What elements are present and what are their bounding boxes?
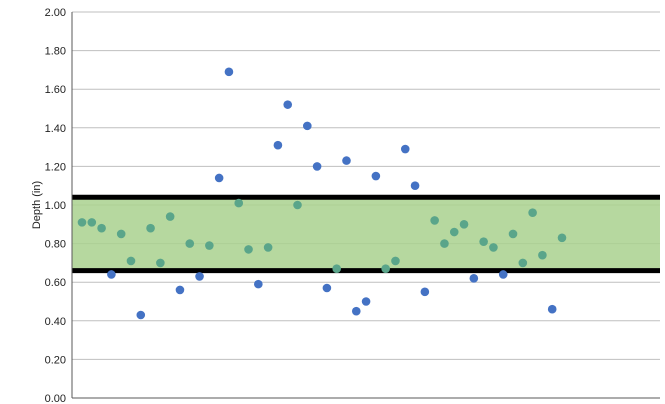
data-point-20 [263, 243, 273, 252]
data-point-31 [371, 171, 381, 181]
y-tick-label-4: 0.80 [45, 239, 66, 251]
data-point-49 [547, 304, 557, 314]
data-point-38 [440, 239, 449, 248]
data-point-36 [420, 287, 430, 297]
y-tick-label-9: 1.80 [45, 46, 66, 58]
data-point-17 [234, 198, 244, 208]
y-tick-label-8: 1.60 [45, 84, 66, 96]
y-tick-label-3: 0.60 [45, 277, 66, 289]
data-point-8 [146, 223, 155, 233]
y-tick-label-0: 0.00 [45, 393, 66, 404]
data-point-24 [303, 121, 312, 131]
data-point-46 [518, 258, 528, 268]
y-tick-label-2: 0.40 [45, 316, 66, 328]
data-points [77, 67, 567, 320]
data-point-15 [214, 173, 224, 183]
data-point-39 [449, 227, 459, 237]
data-point-43 [489, 243, 498, 252]
data-point-29 [351, 306, 361, 316]
data-point-4 [107, 270, 116, 279]
data-point-50 [557, 233, 567, 243]
data-point-45 [508, 229, 518, 239]
data-point-44 [498, 270, 508, 279]
data-point-3 [97, 223, 106, 233]
data-point-42 [479, 237, 488, 246]
data-point-35 [410, 181, 420, 190]
data-point-41 [469, 274, 479, 283]
data-point-33 [391, 256, 400, 266]
data-point-13 [195, 272, 204, 281]
data-point-5 [116, 229, 126, 239]
data-point-23 [293, 200, 302, 210]
data-point-28 [342, 156, 351, 165]
data-point-6 [126, 256, 136, 266]
data-point-48 [538, 250, 547, 260]
data-point-27 [332, 264, 341, 273]
data-point-37 [430, 216, 439, 225]
data-point-34 [400, 144, 410, 154]
data-point-19 [254, 279, 263, 289]
data-point-30 [361, 297, 371, 306]
data-point-25 [312, 162, 322, 171]
data-point-1 [77, 218, 87, 227]
data-point-9 [156, 258, 165, 268]
data-point-7 [136, 310, 146, 320]
y-tick-label-5: 1.00 [45, 200, 66, 212]
y-tick-label-1: 0.20 [45, 354, 66, 366]
data-point-47 [528, 208, 537, 218]
y-tick-label-6: 1.20 [45, 161, 66, 173]
data-point-12 [185, 239, 195, 248]
data-point-26 [322, 283, 332, 293]
data-point-22 [283, 100, 293, 109]
data-point-10 [165, 212, 175, 221]
y-tick-label-7: 1.40 [45, 123, 66, 135]
data-point-16 [224, 67, 234, 77]
y-tick-labels: 0.00 0.20 0.40 0.60 0.80 1.00 1.20 1.40 1.60 1.80… [45, 7, 66, 404]
data-point-2 [87, 218, 97, 227]
y-axis-title: Depth (in) [31, 181, 43, 229]
data-point-32 [381, 264, 390, 273]
data-point-40 [459, 220, 469, 229]
data-point-21 [273, 140, 283, 150]
data-point-11 [175, 285, 185, 295]
data-point-14 [205, 241, 214, 250]
axes [71, 12, 660, 399]
data-point-18 [244, 245, 253, 254]
y-tick-label-10: 2.00 [45, 7, 66, 19]
